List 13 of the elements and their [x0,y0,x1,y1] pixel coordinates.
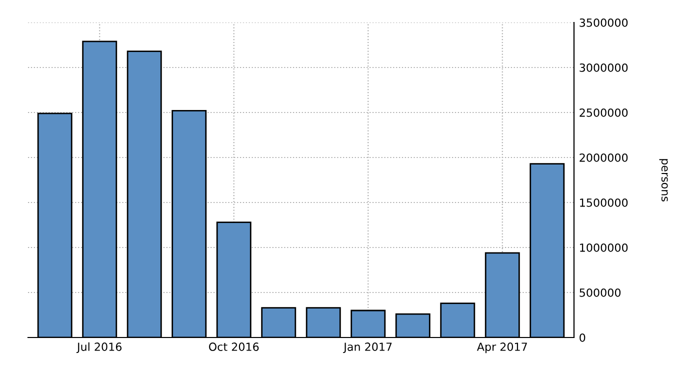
x-tick-label: Oct 2016 [208,342,259,351]
y-tick-label: 500000 [580,288,621,297]
y-tick-label: 2000000 [580,153,628,162]
x-tick-label: Jul 2016 [76,342,122,354]
y-axis-title: persons [659,159,668,202]
y-tick-label: 0 [580,333,586,342]
x-tick-label: Apr 2017 [476,342,527,354]
y-tick-label: 3500000 [580,18,628,27]
x-tick-label: Jan 2017 [343,342,392,354]
y-tick-label: 3000000 [580,63,628,72]
y-tick-label: 1000000 [580,243,628,252]
y-tick-label: 2500000 [580,108,628,117]
y-tick-label: 1500000 [580,198,628,207]
